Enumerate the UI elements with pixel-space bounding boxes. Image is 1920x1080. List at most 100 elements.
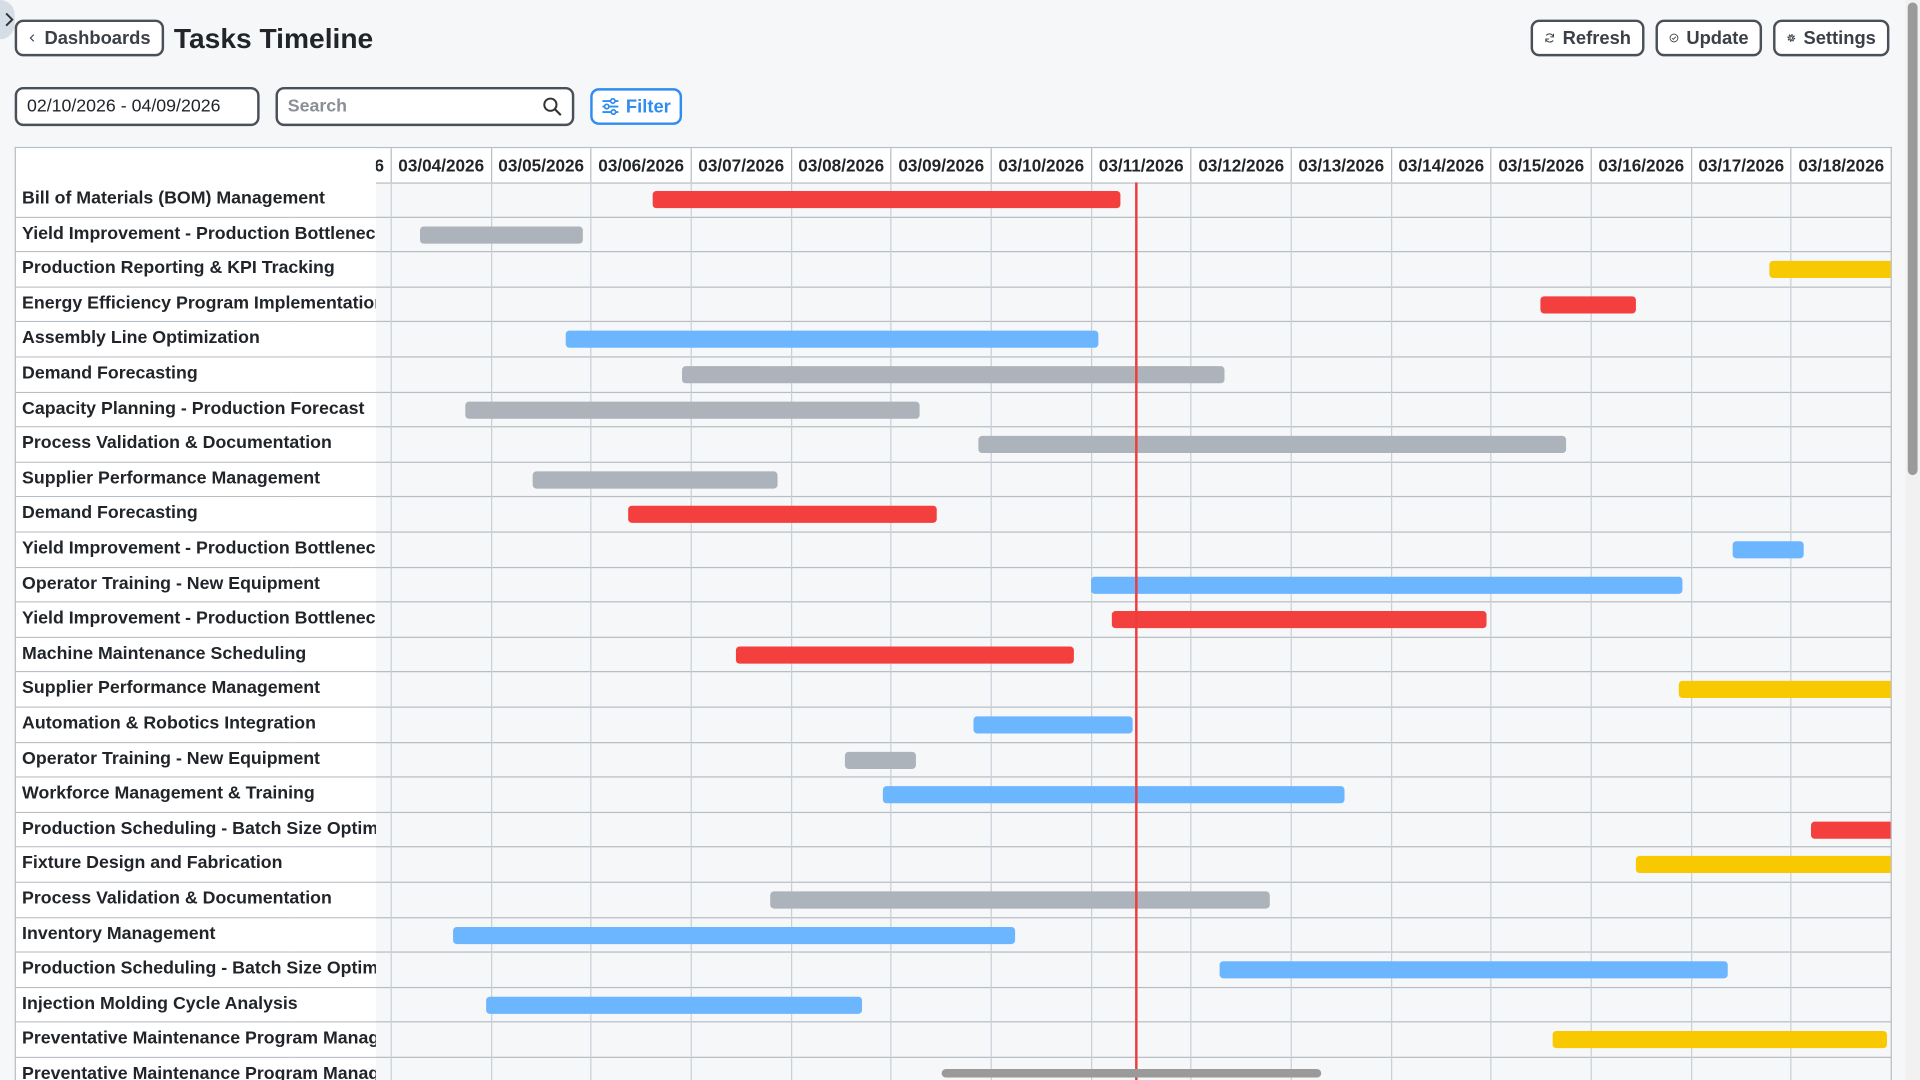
task-bar[interactable]	[769, 891, 1270, 909]
task-name[interactable]: Yield Improvement - Production Bottlenec…	[15, 217, 376, 252]
day-gridline	[390, 182, 392, 1080]
day-gridline	[1790, 182, 1792, 1080]
task-row[interactable]: Bill of Materials (BOM) Management	[15, 182, 1891, 218]
task-name[interactable]: Automation & Robotics Integration	[15, 707, 376, 742]
day-gridline	[1490, 182, 1492, 1080]
task-row[interactable]: Process Validation & Documentation	[15, 882, 1891, 918]
task-bar[interactable]	[1678, 681, 1891, 699]
task-name[interactable]: Yield Improvement - Production Bottlenec…	[15, 602, 376, 637]
task-row[interactable]: Preventative Maintenance Program Managei	[15, 1057, 1891, 1080]
task-name[interactable]: Supplier Performance Management	[15, 672, 376, 707]
task-bar[interactable]	[453, 926, 1016, 944]
task-name[interactable]: Fixture Design and Fabrication	[15, 847, 376, 882]
task-row[interactable]: Production Reporting & KPI Tracking	[15, 252, 1891, 288]
date-range-input[interactable]: 02/10/2026 - 04/09/2026	[14, 86, 260, 127]
task-name[interactable]: Process Validation & Documentation	[15, 882, 376, 917]
task-name[interactable]: Operator Training - New Equipment	[15, 742, 376, 777]
task-row[interactable]: Operator Training - New Equipment	[15, 567, 1891, 603]
task-row[interactable]: Fixture Design and Fabrication	[15, 847, 1891, 883]
task-name[interactable]: Production Reporting & KPI Tracking	[15, 252, 376, 287]
task-row[interactable]: Yield Improvement - Production Bottlenec…	[15, 217, 1891, 253]
task-bar[interactable]	[465, 401, 920, 419]
task-row[interactable]: Automation & Robotics Integration	[15, 707, 1891, 743]
task-row[interactable]: Demand Forecasting	[15, 357, 1891, 393]
task-name[interactable]: Machine Maintenance Scheduling	[15, 637, 376, 672]
task-bar[interactable]	[1111, 611, 1487, 629]
task-row[interactable]: Supplier Performance Management	[15, 462, 1891, 498]
task-row[interactable]: Inventory Management	[15, 917, 1891, 953]
date-column-header: 03/15/2026	[1490, 148, 1591, 183]
task-name[interactable]: Capacity Planning - Production Forecast	[15, 392, 376, 427]
task-row[interactable]: Supplier Performance Management	[15, 672, 1891, 708]
task-row[interactable]: Assembly Line Optimization	[15, 322, 1891, 358]
task-bar[interactable]	[882, 786, 1345, 804]
task-row[interactable]: Injection Molding Cycle Analysis	[15, 987, 1891, 1023]
task-row[interactable]: Preventative Maintenance Program Managei	[15, 1022, 1891, 1058]
day-gridline	[890, 182, 892, 1080]
task-bar[interactable]	[565, 331, 1099, 349]
task-bar[interactable]	[1811, 821, 1891, 839]
task-row[interactable]: Machine Maintenance Scheduling	[15, 637, 1891, 673]
task-name[interactable]: Preventative Maintenance Program Managei	[15, 1022, 376, 1057]
task-name[interactable]: Process Validation & Documentation	[15, 427, 376, 462]
task-row[interactable]: Process Validation & Documentation	[15, 427, 1891, 463]
chevron-left-icon	[29, 34, 35, 42]
task-name[interactable]: Operator Training - New Equipment	[15, 567, 376, 602]
task-bar[interactable]	[973, 716, 1133, 734]
task-name[interactable]: Demand Forecasting	[15, 357, 376, 392]
task-bar[interactable]	[653, 191, 1120, 209]
task-bar[interactable]	[486, 996, 862, 1014]
task-bar[interactable]	[1769, 261, 1891, 279]
task-name[interactable]: Energy Efficiency Program Implementation	[15, 287, 376, 322]
vertical-scrollbar[interactable]	[1905, 0, 1920, 1080]
task-name[interactable]: Inventory Management	[15, 917, 376, 952]
task-bar[interactable]	[532, 471, 779, 489]
task-row[interactable]: Production Scheduling - Batch Size Optim…	[15, 952, 1891, 988]
task-row[interactable]: Workforce Management & Training	[15, 777, 1891, 813]
task-bar[interactable]	[1219, 961, 1729, 979]
date-column-header: 03/14/2026	[1390, 148, 1491, 183]
task-name[interactable]: Injection Molding Cycle Analysis	[15, 987, 376, 1022]
settings-button[interactable]: Settings	[1773, 19, 1890, 57]
task-name[interactable]: Demand Forecasting	[15, 497, 376, 532]
task-bar[interactable]	[628, 506, 937, 524]
horizontal-scrollbar-thumb[interactable]	[941, 1068, 1322, 1078]
search-input[interactable]: Search	[275, 86, 575, 127]
task-row[interactable]: Energy Efficiency Program Implementation	[15, 287, 1891, 323]
task-name[interactable]: Assembly Line Optimization	[15, 322, 376, 357]
task-bar[interactable]	[844, 751, 916, 769]
day-gridline	[590, 182, 592, 1080]
task-name[interactable]: Production Scheduling - Batch Size Optim…	[15, 812, 376, 847]
task-name[interactable]: Preventative Maintenance Program Managei	[15, 1057, 376, 1080]
task-bar[interactable]	[1540, 296, 1637, 314]
task-name[interactable]: Supplier Performance Management	[15, 462, 376, 497]
day-gridline	[1590, 182, 1592, 1080]
task-row[interactable]: Yield Improvement - Production Bottlenec…	[15, 532, 1891, 568]
sliders-icon	[602, 97, 619, 116]
task-bar[interactable]	[1732, 541, 1804, 559]
task-name[interactable]: Workforce Management & Training	[15, 777, 376, 812]
task-row[interactable]: Capacity Planning - Production Forecast	[15, 392, 1891, 428]
task-row[interactable]: Demand Forecasting	[15, 497, 1891, 533]
task-bar[interactable]	[978, 436, 1566, 454]
back-to-dashboards-button[interactable]: Dashboards	[14, 19, 165, 57]
date-column-header: 03/10/2026	[990, 148, 1091, 183]
task-row[interactable]: Operator Training - New Equipment	[15, 742, 1891, 778]
task-bar[interactable]	[682, 366, 1224, 384]
task-name[interactable]: Bill of Materials (BOM) Management	[15, 182, 376, 217]
search-icon[interactable]	[542, 97, 562, 117]
task-bar[interactable]	[736, 646, 1074, 664]
refresh-button[interactable]: Refresh	[1530, 19, 1645, 57]
task-bar[interactable]	[419, 226, 583, 244]
task-name[interactable]: Yield Improvement - Production Bottlenec…	[15, 532, 376, 567]
task-row[interactable]: Production Scheduling - Batch Size Optim…	[15, 812, 1891, 848]
vertical-scrollbar-thumb[interactable]	[1907, 2, 1918, 476]
task-name[interactable]: Production Scheduling - Batch Size Optim…	[15, 952, 376, 987]
task-bar[interactable]	[1636, 856, 1891, 874]
filter-button[interactable]: Filter	[590, 88, 683, 125]
task-bar[interactable]	[1553, 1031, 1887, 1049]
sidebar-toggle[interactable]	[0, 0, 15, 40]
task-row[interactable]: Yield Improvement - Production Bottlenec…	[15, 602, 1891, 638]
update-button[interactable]: Update	[1655, 19, 1763, 57]
task-bar[interactable]	[1090, 576, 1683, 594]
